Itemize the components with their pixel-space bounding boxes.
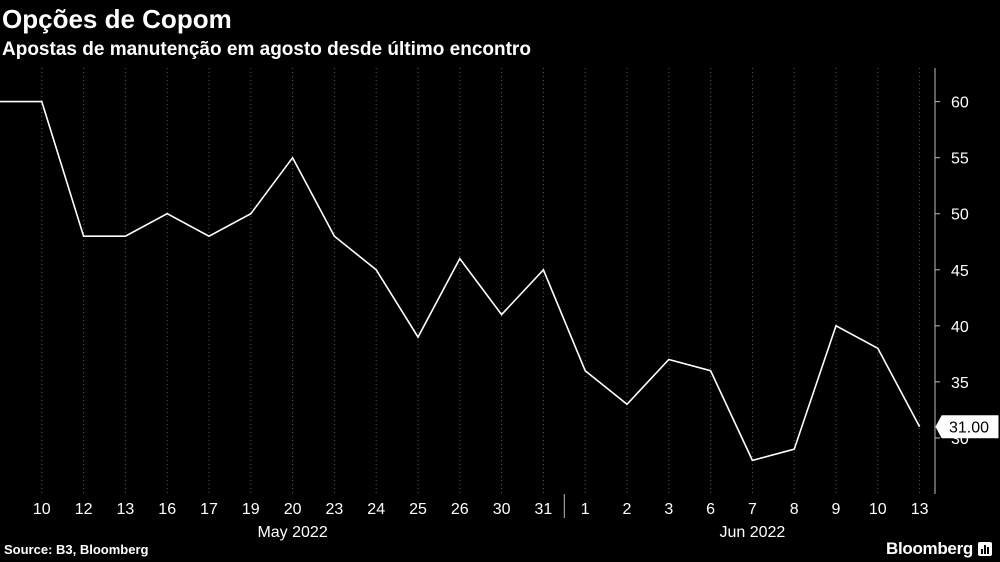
data-point bbox=[208, 235, 210, 237]
data-point bbox=[459, 258, 461, 260]
x-tick-label: 6 bbox=[706, 501, 715, 518]
data-point bbox=[668, 358, 670, 360]
source-note: Source: B3, Bloomberg bbox=[4, 542, 149, 557]
data-point bbox=[124, 235, 126, 237]
brand-name: Bloomberg bbox=[885, 539, 973, 558]
x-tick-label: 12 bbox=[75, 501, 93, 518]
x-tick-label: 30 bbox=[493, 501, 511, 518]
data-point bbox=[710, 370, 712, 372]
data-point bbox=[793, 448, 795, 450]
x-tick-label: 1 bbox=[581, 501, 590, 518]
y-tick-label: 45 bbox=[951, 263, 969, 280]
x-tick-label: 31 bbox=[535, 501, 553, 518]
x-tick-label: 10 bbox=[869, 501, 887, 518]
bloomberg-logo: Bloomberg bbox=[886, 538, 992, 560]
y-tick-label: 50 bbox=[951, 207, 969, 224]
x-tick-label: 16 bbox=[158, 501, 176, 518]
last-value-marker bbox=[935, 415, 999, 439]
x-tick-label: 23 bbox=[326, 501, 344, 518]
data-point bbox=[501, 314, 503, 316]
bar-chart-icon bbox=[978, 542, 992, 556]
month-label: May 2022 bbox=[257, 524, 327, 541]
data-point bbox=[333, 235, 335, 237]
x-tick-label: 3 bbox=[664, 501, 673, 518]
x-tick-label: 19 bbox=[242, 501, 260, 518]
x-tick-label: 13 bbox=[911, 501, 929, 518]
x-tick-label: 9 bbox=[832, 501, 841, 518]
x-tick-label: 13 bbox=[117, 501, 135, 518]
x-tick-label: 20 bbox=[284, 501, 302, 518]
x-tick-label: 7 bbox=[748, 501, 757, 518]
x-tick-label: 10 bbox=[33, 501, 51, 518]
last-value-label: 31.00 bbox=[949, 420, 989, 437]
y-tick-label: 55 bbox=[951, 151, 969, 168]
chart-subtitle: Apostas de manutenção em agosto desde úl… bbox=[2, 39, 531, 60]
data-point bbox=[417, 336, 419, 338]
data-point bbox=[166, 213, 168, 215]
data-point bbox=[41, 101, 43, 103]
data-line bbox=[0, 100, 921, 462]
data-point bbox=[751, 459, 753, 461]
x-tick-label: 26 bbox=[451, 501, 469, 518]
data-point bbox=[919, 426, 921, 428]
data-point bbox=[584, 370, 586, 372]
y-tick-label: 35 bbox=[951, 375, 969, 392]
data-point bbox=[835, 325, 837, 327]
chart-title: Opções de Copom bbox=[2, 4, 232, 34]
data-point bbox=[292, 157, 294, 159]
x-tick-label: 25 bbox=[409, 501, 427, 518]
data-point bbox=[542, 269, 544, 271]
data-point bbox=[877, 347, 879, 349]
x-tick-label: 24 bbox=[367, 501, 385, 518]
x-tick-label: 8 bbox=[790, 501, 799, 518]
data-point bbox=[375, 269, 377, 271]
data-point bbox=[250, 213, 252, 215]
y-tick-label: 60 bbox=[951, 95, 969, 112]
data-point bbox=[83, 235, 85, 237]
x-tick-label: 17 bbox=[200, 501, 218, 518]
data-point bbox=[626, 403, 628, 405]
x-tick-label: 2 bbox=[623, 501, 632, 518]
y-tick-label: 40 bbox=[951, 319, 969, 336]
month-label: Jun 2022 bbox=[719, 524, 785, 541]
